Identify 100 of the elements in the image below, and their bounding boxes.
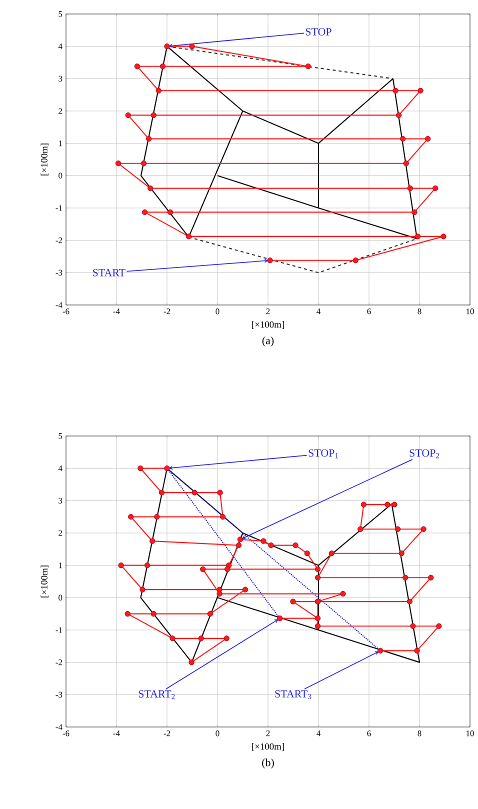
annotation: START$_{2}$ xyxy=(138,690,175,700)
y-tick-label: 5 xyxy=(58,11,62,17)
point xyxy=(216,590,222,597)
point xyxy=(154,514,160,520)
point xyxy=(164,43,170,50)
point xyxy=(440,234,446,240)
point xyxy=(158,490,165,496)
x-tick-label: -4 xyxy=(113,730,120,736)
point xyxy=(314,574,321,580)
x-tick-label: 2 xyxy=(266,730,270,736)
y-tick-label: -3 xyxy=(56,692,62,698)
y-tick-label: 4 xyxy=(58,44,62,50)
point xyxy=(406,598,412,604)
annotation: START$_{3}$ xyxy=(275,690,312,700)
point xyxy=(200,566,206,572)
x-tick-label: -6 xyxy=(62,730,70,736)
point xyxy=(428,574,434,580)
point xyxy=(124,610,130,617)
point xyxy=(170,636,176,642)
y-axis-title: [×100m] xyxy=(40,566,49,598)
x-tick-label: 0 xyxy=(216,730,220,736)
point xyxy=(138,465,144,472)
x-tick-label: 10 xyxy=(466,308,474,314)
point xyxy=(237,536,244,542)
point xyxy=(207,610,214,617)
point xyxy=(392,88,398,94)
point xyxy=(314,566,321,572)
point xyxy=(424,136,431,142)
point xyxy=(314,616,321,622)
point xyxy=(292,542,298,548)
y-tick-label: -2 xyxy=(56,660,62,666)
point xyxy=(267,258,273,264)
point xyxy=(277,616,283,622)
point xyxy=(392,502,398,508)
y-tick-label: 1 xyxy=(58,562,62,568)
point xyxy=(403,160,409,166)
point xyxy=(189,43,195,50)
y-tick-label: 2 xyxy=(58,108,62,114)
point xyxy=(410,623,416,629)
point xyxy=(150,610,156,617)
point xyxy=(304,550,310,556)
x-tick-label: 8 xyxy=(418,308,422,314)
point xyxy=(358,526,364,532)
x-tick-label: 2 xyxy=(266,308,270,314)
point xyxy=(394,526,401,532)
point xyxy=(420,526,426,532)
point xyxy=(305,64,311,70)
point xyxy=(128,514,134,520)
point xyxy=(134,64,140,70)
point xyxy=(436,623,442,629)
y-tick-label: -3 xyxy=(56,270,62,276)
x-tick-label: 6 xyxy=(367,730,371,736)
annotation: STOP$_{1}$ xyxy=(308,449,338,458)
point xyxy=(314,623,321,629)
y-tick-label: 0 xyxy=(58,172,62,179)
x-tick-label: 10 xyxy=(466,730,474,736)
text: (b) xyxy=(262,758,274,768)
point xyxy=(414,648,420,654)
text: (a) xyxy=(262,336,274,346)
point xyxy=(378,648,384,654)
x-tick-label: 4 xyxy=(316,308,320,314)
point xyxy=(164,465,170,472)
point xyxy=(186,234,192,240)
point xyxy=(260,538,266,544)
y-axis-title: [×100m] xyxy=(40,144,49,176)
point xyxy=(150,112,156,118)
y-tick-label: 3 xyxy=(58,498,62,504)
point xyxy=(360,502,367,508)
x-tick-label: 4 xyxy=(316,730,320,736)
y-tick-label: 0 xyxy=(58,594,62,601)
point xyxy=(396,112,402,118)
point xyxy=(236,542,242,548)
point xyxy=(160,64,166,70)
point xyxy=(144,562,150,568)
point xyxy=(118,562,124,568)
point xyxy=(115,160,122,166)
point xyxy=(140,586,146,592)
point xyxy=(188,659,194,666)
point xyxy=(407,185,413,192)
point xyxy=(224,566,230,572)
point xyxy=(242,586,248,592)
x-tick-label: -6 xyxy=(62,308,70,314)
point xyxy=(400,136,406,142)
y-tick-label: 1 xyxy=(58,140,62,146)
y-tick-label: 5 xyxy=(58,433,62,439)
y-tick-label: -1 xyxy=(56,205,62,211)
y-tick-label: -4 xyxy=(56,302,62,308)
point xyxy=(125,112,131,118)
point xyxy=(432,185,438,192)
y-tick-label: -4 xyxy=(56,724,62,730)
annotation: STOP xyxy=(306,28,332,36)
point xyxy=(268,542,274,548)
point xyxy=(220,514,226,520)
x-tick-label: 0 xyxy=(216,308,220,314)
annotation: STOP$_{2}$ xyxy=(410,449,440,458)
y-tick-label: 4 xyxy=(58,466,62,472)
point xyxy=(398,550,404,556)
point xyxy=(290,598,296,604)
point xyxy=(150,538,156,544)
y-tick-label: -2 xyxy=(56,238,62,244)
